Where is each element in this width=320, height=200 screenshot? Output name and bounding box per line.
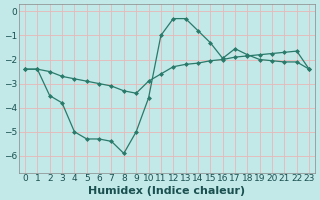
X-axis label: Humidex (Indice chaleur): Humidex (Indice chaleur) bbox=[89, 186, 246, 196]
